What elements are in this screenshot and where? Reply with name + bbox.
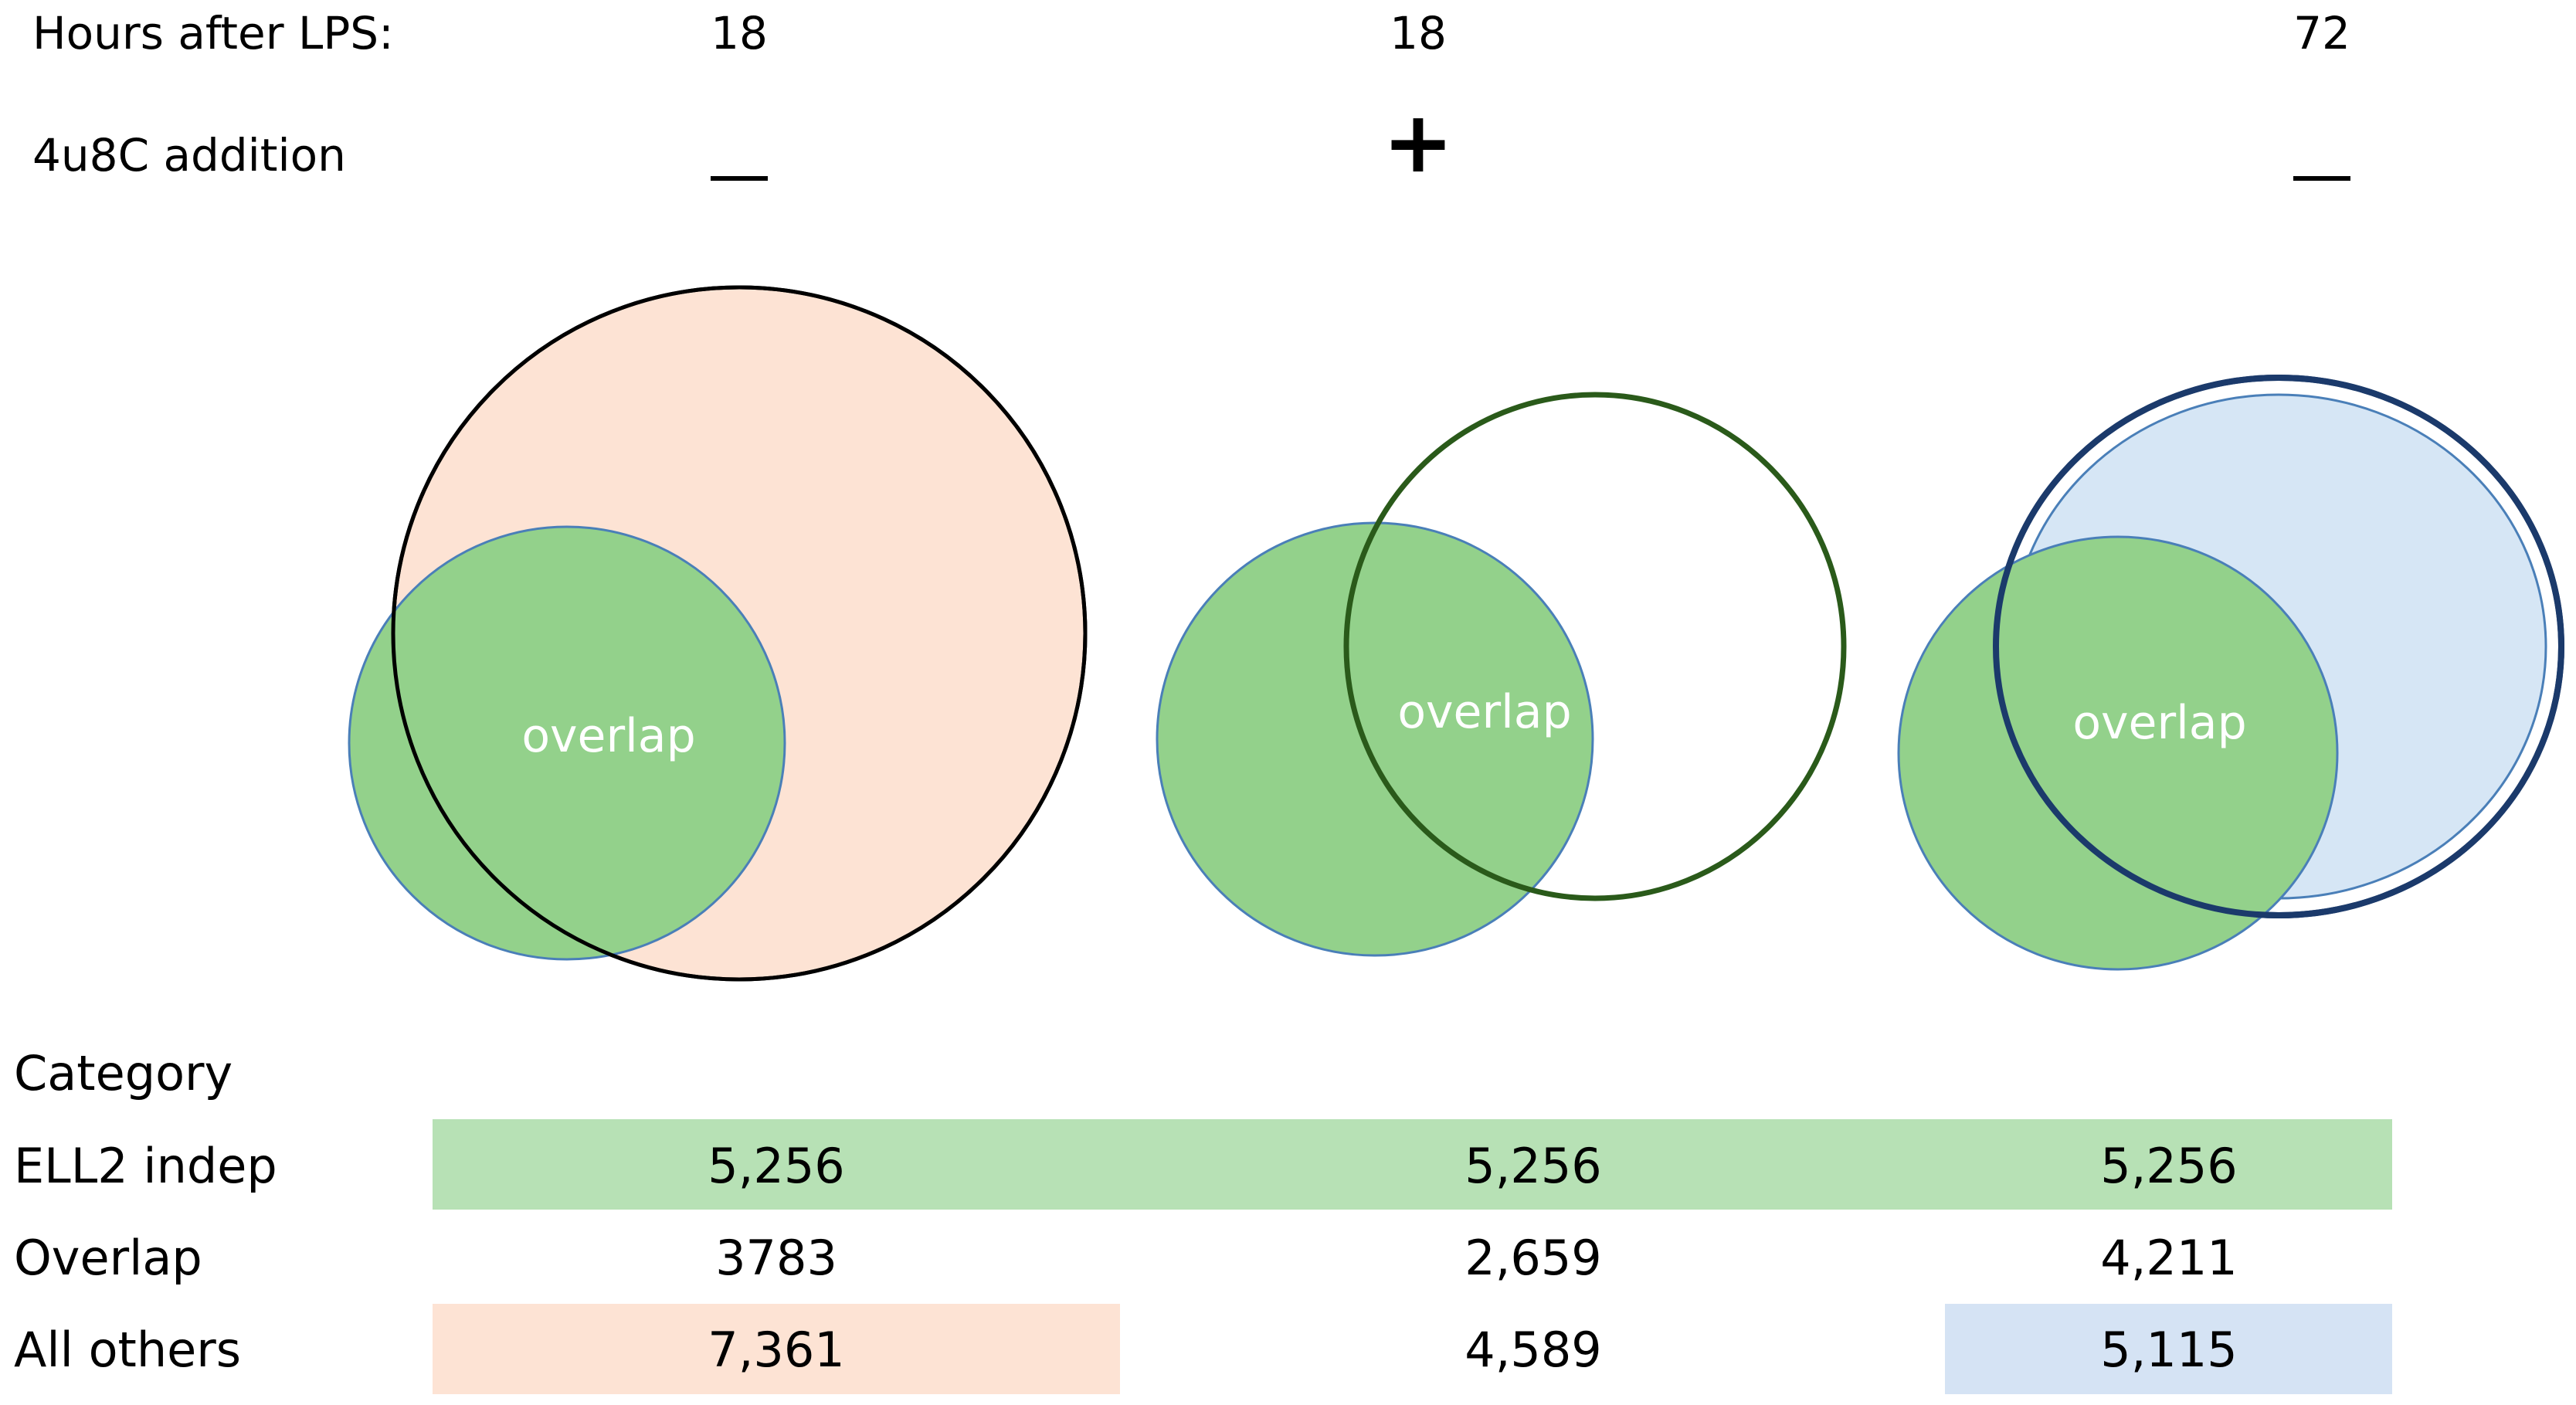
venn-diagrams: [348, 285, 2564, 982]
table-header-category: Category: [14, 1045, 233, 1101]
overlap-label-cond3: overlap: [2072, 696, 2247, 750]
ell2-indep-circle-cond3: [1897, 535, 2339, 971]
row-label-all-others: All others: [14, 1322, 242, 1378]
row-label-overlap: Overlap: [14, 1230, 202, 1286]
hours-after-lps-label: Hours after LPS:: [32, 7, 394, 59]
table-cell: 7,361: [708, 1322, 845, 1378]
addition-minus-cond3: [2293, 176, 2350, 181]
addition-plus-cond2: +: [1382, 93, 1454, 192]
others-cond3-background: [1945, 1304, 2392, 1394]
ell2-row-background: [433, 1119, 2392, 1210]
cond1-circle-outline: [391, 285, 1088, 982]
addition-minus-cond1: [711, 176, 768, 181]
4u8c-addition-label: 4u8C addition: [32, 129, 346, 182]
row-label-ell2-indep: ELL2 indep: [14, 1138, 277, 1194]
table-cell: 3783: [715, 1230, 837, 1286]
overlap-label-cond2: overlap: [1397, 685, 1572, 739]
hours-value-cond3: 72: [2293, 7, 2350, 59]
ell2-indep-circle-cond1: [348, 525, 786, 961]
cond2-circle: [1343, 392, 1847, 901]
table-cell: 5,256: [1464, 1138, 1602, 1194]
table-cell: 5,256: [708, 1138, 845, 1194]
others-cond1-background: [433, 1304, 1120, 1394]
table-cell: 5,115: [2100, 1322, 2238, 1378]
table-cell: 2,659: [1464, 1230, 1602, 1286]
hours-value-cond2: 18: [1390, 7, 1447, 59]
table-cell: 4,589: [1464, 1322, 1602, 1378]
hours-value-cond1: 18: [711, 7, 768, 59]
table-cell: 4,211: [2100, 1230, 2238, 1286]
ell2-indep-circle-cond2: [1156, 521, 1594, 957]
table-cell: 5,256: [2100, 1138, 2238, 1194]
cond3-outer-ring-front: [1993, 375, 2564, 918]
overlap-label-cond1: overlap: [521, 709, 696, 763]
